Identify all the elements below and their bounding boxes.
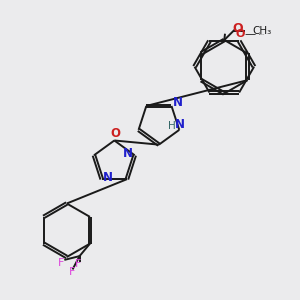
- Text: N: N: [175, 118, 185, 131]
- Text: F: F: [75, 259, 81, 269]
- Text: H: H: [168, 121, 176, 131]
- Text: CF₃: CF₃: [76, 262, 78, 264]
- Text: O: O: [232, 22, 243, 35]
- Text: CH₃: CH₃: [253, 26, 272, 35]
- Text: O: O: [110, 128, 120, 140]
- Text: —: —: [244, 29, 256, 39]
- Text: O: O: [235, 29, 245, 39]
- Text: N: N: [173, 97, 183, 110]
- Text: F: F: [58, 258, 64, 268]
- Text: N: N: [123, 147, 133, 160]
- Text: F: F: [69, 268, 75, 278]
- Text: N: N: [103, 171, 113, 184]
- Text: methoxy: methoxy: [259, 34, 265, 35]
